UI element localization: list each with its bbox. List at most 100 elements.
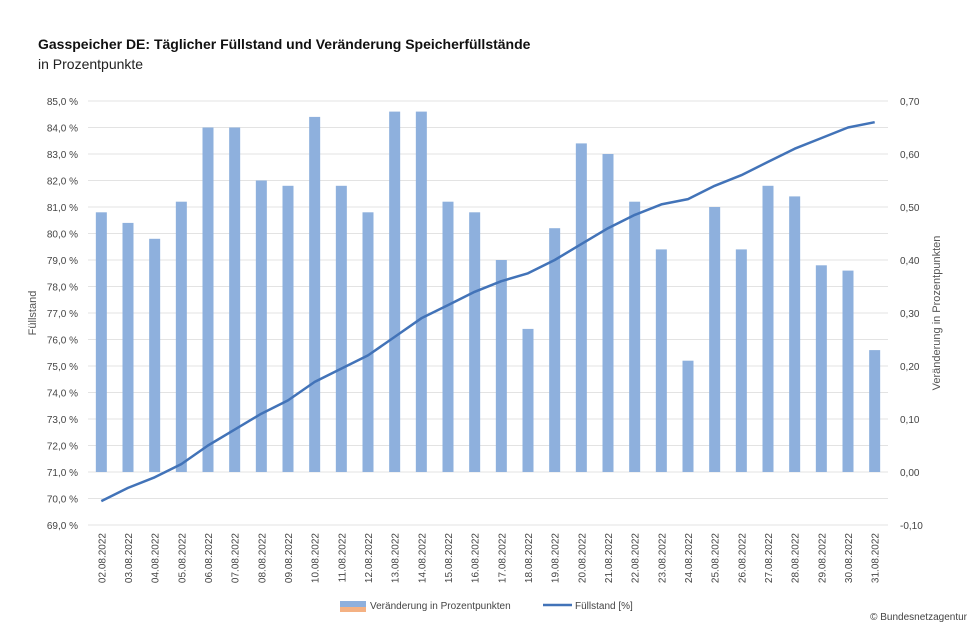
x-tick-label: 06.08.2022: [204, 533, 215, 583]
left-tick-label: 85,0 %: [47, 97, 78, 108]
x-tick-label: 07.08.2022: [231, 533, 242, 583]
legend: Veränderung in Prozentpunkten Füllstand […: [340, 601, 633, 612]
bar: [762, 185, 774, 473]
right-tick-label: 0,70: [900, 97, 920, 108]
legend-swatch-bar-accent: [340, 607, 366, 612]
left-tick-label: 79,0 %: [47, 256, 78, 267]
bar: [309, 116, 321, 473]
x-tick-label: 20.08.2022: [577, 533, 588, 583]
line-path: [100, 120, 875, 503]
chart-subtitle: in Prozentpunkte: [38, 56, 144, 72]
x-tick-label: 21.08.2022: [604, 533, 615, 583]
right-tick-label: 0,00: [900, 468, 920, 479]
credit-text: © Bundesnetzagentur: [870, 612, 967, 623]
right-tick-label: 0,50: [900, 203, 920, 214]
bar: [255, 180, 267, 472]
x-tick-label: 22.08.2022: [631, 533, 642, 583]
x-tick-label: 14.08.2022: [417, 533, 428, 583]
bar: [175, 201, 187, 472]
right-tick-label: 0,60: [900, 150, 920, 161]
left-tick-label: 82,0 %: [47, 177, 78, 188]
x-tick-label: 29.08.2022: [817, 533, 828, 583]
legend-label: Füllstand [%]: [575, 601, 633, 612]
left-tick-label: 81,0 %: [47, 203, 78, 214]
x-tick-label: 05.08.2022: [177, 533, 188, 583]
left-tick-label: 80,0 %: [47, 230, 78, 241]
y-axis-left-label: Füllstand: [27, 291, 39, 336]
right-tick-label: 0,20: [900, 362, 920, 373]
left-tick-label: 71,0 %: [47, 468, 78, 479]
x-tick-label: 13.08.2022: [391, 533, 402, 583]
left-axis-ticks: 69,0 % 70,0 % 71,0 % 72,0 % 73,0 % 74,0 % 75,0…: [47, 97, 78, 532]
left-tick-label: 78,0 %: [47, 283, 78, 294]
bar: [202, 127, 214, 472]
x-tick-label: 27.08.2022: [764, 533, 775, 583]
legend-label: Veränderung in Prozentpunkten: [370, 601, 511, 612]
right-axis-ticks: -0,10 0,00 0,10 0,20 0,30 0,40 0,50 0,60 0,70: [900, 97, 923, 532]
bar: [415, 111, 427, 472]
x-tick-label: 31.08.2022: [871, 533, 882, 583]
x-tick-label: 03.08.2022: [124, 533, 135, 583]
x-tick-label: 25.08.2022: [711, 533, 722, 583]
bar: [629, 201, 641, 472]
bar: [442, 201, 454, 472]
bar: [362, 212, 374, 473]
x-tick-label: 26.08.2022: [737, 533, 748, 583]
chart-title: Gasspeicher DE: Täglicher Füllstand und …: [38, 36, 531, 52]
x-tick-label: 08.08.2022: [257, 533, 268, 583]
bar: [549, 228, 561, 472]
bar: [389, 111, 401, 472]
bar: [335, 185, 347, 473]
x-tick-label: 09.08.2022: [284, 533, 295, 583]
bar: [282, 185, 294, 473]
left-tick-label: 77,0 %: [47, 309, 78, 320]
x-tick-label: 12.08.2022: [364, 533, 375, 583]
left-tick-label: 73,0 %: [47, 415, 78, 426]
bar: [95, 212, 107, 473]
bar: [495, 260, 507, 472]
x-tick-label: 19.08.2022: [551, 533, 562, 583]
left-tick-label: 75,0 %: [47, 362, 78, 373]
bar-series: [95, 111, 881, 473]
bar: [815, 265, 827, 472]
left-tick-label: 69,0 %: [47, 521, 78, 532]
x-tick-label: 23.08.2022: [657, 533, 668, 583]
bar: [869, 350, 881, 472]
right-tick-label: 0,10: [900, 415, 920, 426]
bar: [655, 249, 667, 472]
bar: [682, 360, 694, 472]
bar: [575, 143, 587, 472]
right-tick-label: 0,40: [900, 256, 920, 267]
bar: [469, 212, 481, 473]
left-tick-label: 83,0 %: [47, 150, 78, 161]
right-tick-label: 0,30: [900, 309, 920, 320]
bar: [789, 196, 801, 472]
x-tick-label: 10.08.2022: [311, 533, 322, 583]
left-tick-label: 76,0 %: [47, 336, 78, 347]
left-tick-label: 70,0 %: [47, 495, 78, 506]
left-tick-label: 84,0 %: [47, 124, 78, 135]
x-tick-label: 28.08.2022: [791, 533, 802, 583]
right-tick-label: -0,10: [900, 521, 923, 532]
x-tick-label: 02.08.2022: [97, 533, 108, 583]
bar: [842, 270, 854, 472]
bar: [229, 127, 241, 472]
y-axis-right-label: Veränderung in Prozentpunkten: [931, 236, 943, 391]
x-tick-label: 04.08.2022: [151, 533, 162, 583]
bar: [522, 328, 534, 472]
x-tick-label: 11.08.2022: [337, 533, 348, 583]
x-tick-label: 30.08.2022: [844, 533, 855, 583]
bar: [709, 207, 721, 472]
x-tick-label: 16.08.2022: [471, 533, 482, 583]
legend-swatch-bar: [340, 601, 366, 607]
bar: [122, 222, 134, 472]
bar: [602, 154, 614, 472]
bar: [735, 249, 747, 472]
x-tick-label: 18.08.2022: [524, 533, 535, 583]
x-tick-label: 15.08.2022: [444, 533, 455, 583]
bar: [149, 238, 161, 472]
x-axis-ticks: 02.08.2022 03.08.2022 04.08.2022 05.08.2022…: [97, 533, 881, 583]
x-tick-label: 24.08.2022: [684, 533, 695, 583]
left-tick-label: 74,0 %: [47, 389, 78, 400]
